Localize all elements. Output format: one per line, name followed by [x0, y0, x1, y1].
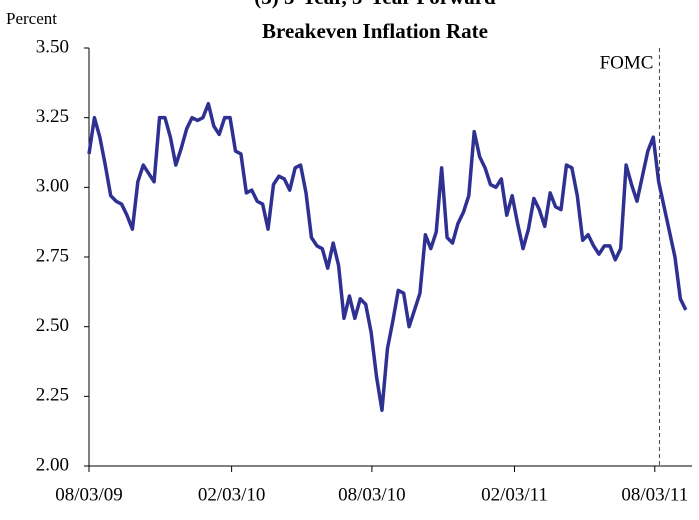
x-tick-label: 02/03/11	[481, 484, 548, 505]
y-tick-label: 3.50	[36, 36, 69, 57]
annotation-label: FOMC	[600, 52, 654, 73]
x-tick-label: 08/03/11	[621, 484, 688, 505]
y-tick-label: 3.00	[36, 176, 69, 197]
line-series	[87, 101, 688, 413]
y-tick-label: 3.25	[36, 106, 69, 127]
chart-title: (3) 5-Year, 5-Year Forward	[254, 0, 496, 9]
x-tick-label: 02/03/10	[198, 484, 266, 505]
x-tick-label: 08/03/10	[338, 484, 406, 505]
y-axis-label: Percent	[6, 9, 57, 28]
x-tick-label: 08/03/09	[55, 484, 123, 505]
y-tick-label: 2.50	[36, 315, 69, 336]
chart-title: Breakeven Inflation Rate	[262, 19, 488, 43]
y-tick-label: 2.00	[36, 454, 69, 475]
y-tick-label: 2.25	[36, 385, 69, 406]
y-tick-label: 2.75	[36, 245, 69, 266]
